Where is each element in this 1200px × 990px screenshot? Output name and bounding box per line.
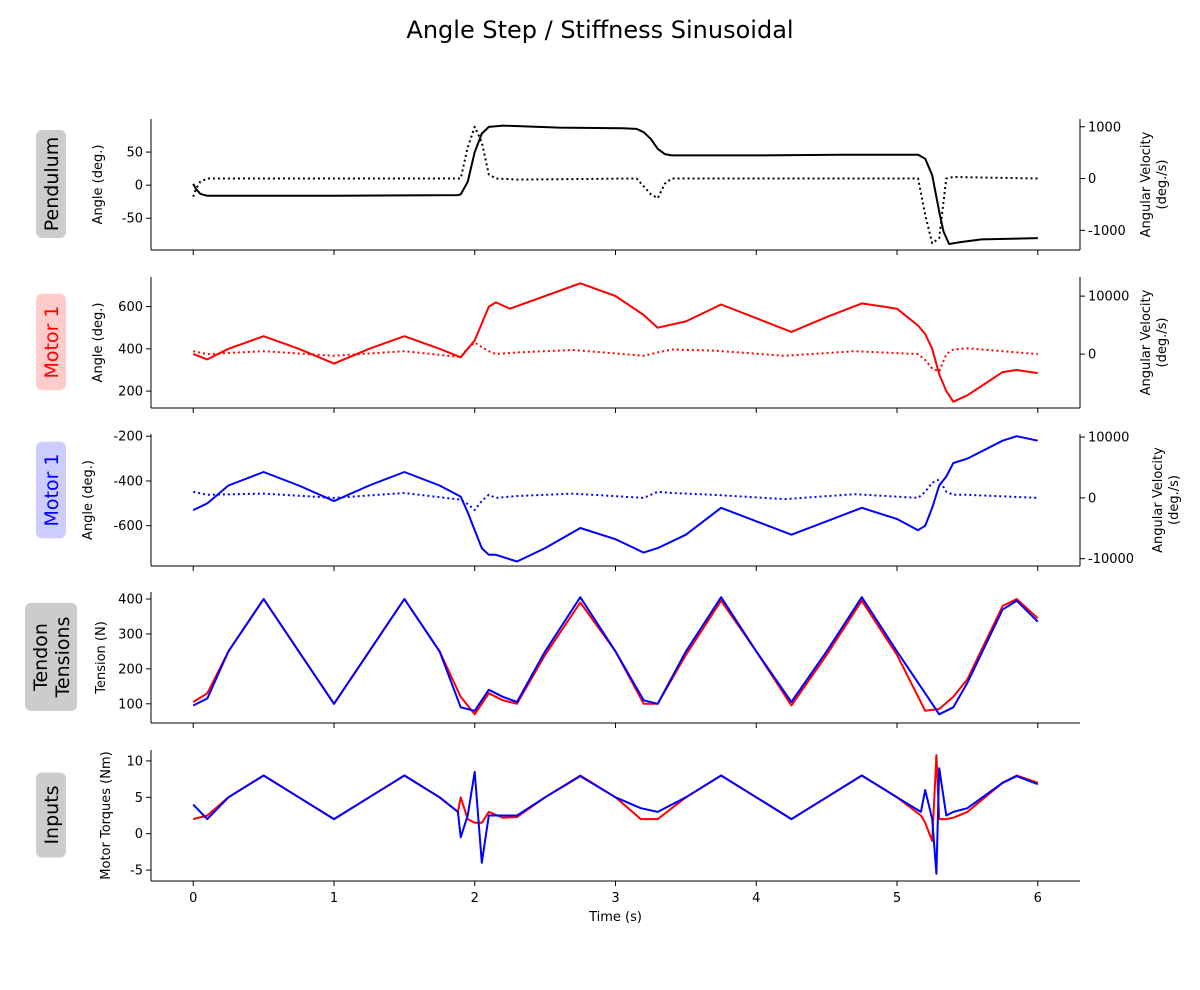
series-line-angle-1 bbox=[192, 124, 1038, 245]
x-axis-label: Time (s) bbox=[588, 910, 642, 925]
y-tick-label: -50 bbox=[122, 212, 143, 227]
y-axis-label: Tension (N) bbox=[94, 621, 109, 695]
y-right-axis-label-line: (deg./s) bbox=[1155, 160, 1170, 210]
row-label-line: Motor 1 bbox=[41, 305, 63, 378]
y-right-axis-label: Angular Velocity(deg./s) bbox=[1139, 289, 1170, 395]
y-tick-label: -600 bbox=[113, 519, 143, 534]
y-right-axis-label: Angular Velocity(deg./s) bbox=[1151, 447, 1182, 553]
y-tick-label: 50 bbox=[126, 146, 143, 161]
panel-3: -600 -400 -200 -10000 0 10000 Angle (deg.) Angu… bbox=[36, 430, 1182, 571]
x-tick-label: 5 bbox=[893, 891, 901, 906]
y-tick-label: 300 bbox=[118, 627, 143, 642]
y-right-axis-label-line: Angular Velocity bbox=[1139, 131, 1154, 237]
panel-4: 100 200 300 400 Tension (N) TendonTensions bbox=[25, 592, 1080, 728]
row-label-box bbox=[36, 772, 66, 858]
y-tick-label: 100 bbox=[118, 697, 143, 712]
y-tick-label: 600 bbox=[118, 300, 143, 315]
x-tick-label: 3 bbox=[611, 891, 619, 906]
y-axis-label: Angle (deg.) bbox=[91, 303, 106, 383]
y-right-tick-label: -1000 bbox=[1088, 224, 1126, 239]
x-tick-label: 1 bbox=[330, 891, 338, 906]
x-tick-label: 0 bbox=[189, 891, 197, 906]
y-right-axis-label-line: Angular Velocity bbox=[1139, 289, 1154, 395]
y-tick-label: 5 bbox=[135, 791, 143, 806]
row-label-line: Motor 1 bbox=[41, 453, 63, 526]
row-label-box bbox=[36, 130, 66, 238]
row-label: Pendulum bbox=[41, 137, 63, 231]
series-line-angle-2 bbox=[192, 767, 1039, 875]
y-right-tick-label: -10000 bbox=[1088, 552, 1134, 567]
y-right-tick-label: 10000 bbox=[1088, 290, 1129, 305]
panel-2: 200 400 600 0 10000 Angle (deg.) Angular Veloc… bbox=[36, 277, 1170, 413]
y-right-tick-label: 0 bbox=[1088, 348, 1096, 363]
series-line-velocity-2 bbox=[192, 125, 1038, 245]
row-label-line: Tensions bbox=[52, 617, 74, 699]
row-label-box bbox=[25, 603, 77, 711]
y-right-tick-label: 0 bbox=[1088, 491, 1096, 506]
panel-5: 0 1 2 3 4 5 6 -5 0 5 10 Motor Torques (Nm) Time (s) I… bbox=[36, 750, 1080, 925]
y-tick-label: 0 bbox=[135, 827, 143, 842]
row-label-box bbox=[36, 441, 66, 539]
y-tick-label: 400 bbox=[118, 342, 143, 357]
y-axis-label: Angle (deg.) bbox=[91, 145, 106, 225]
series-line-velocity-2 bbox=[192, 478, 1038, 511]
row-label: Motor 1 bbox=[41, 305, 63, 378]
x-tick-label: 4 bbox=[752, 891, 760, 906]
row-label: Inputs bbox=[41, 785, 63, 844]
y-tick-label: -200 bbox=[113, 430, 143, 445]
y-right-tick-label: 0 bbox=[1088, 172, 1096, 187]
series-line-angle-2 bbox=[192, 596, 1039, 716]
row-label-line: Pendulum bbox=[41, 137, 63, 231]
row-label: TendonTensions bbox=[30, 617, 74, 699]
y-right-axis-label-line: Angular Velocity bbox=[1151, 447, 1166, 553]
x-tick-label: 2 bbox=[471, 891, 479, 906]
series-line-velocity-2 bbox=[192, 341, 1038, 373]
y-tick-label: 10 bbox=[126, 754, 143, 769]
y-right-axis-label: Angular Velocity(deg./s) bbox=[1139, 131, 1170, 237]
y-tick-label: -400 bbox=[113, 474, 143, 489]
y-tick-label: 200 bbox=[118, 385, 143, 400]
y-axis-label: Motor Torques (Nm) bbox=[99, 751, 114, 879]
y-right-axis-label-line: (deg./s) bbox=[1167, 475, 1182, 525]
x-tick-label: 6 bbox=[1034, 891, 1042, 906]
row-label-line: Tendon bbox=[30, 623, 52, 692]
y-tick-label: 400 bbox=[118, 592, 143, 607]
y-right-tick-label: 1000 bbox=[1088, 120, 1121, 135]
y-tick-label: 0 bbox=[135, 179, 143, 194]
row-label: Motor 1 bbox=[41, 453, 63, 526]
series-line-angle-1 bbox=[192, 435, 1039, 563]
panel-1: -50 0 50 -1000 0 1000 Angle (deg.) Angular Velo… bbox=[36, 119, 1170, 255]
y-axis-label: Angle (deg.) bbox=[81, 460, 96, 540]
y-tick-label: 200 bbox=[118, 662, 143, 677]
series-line-angle-1 bbox=[192, 282, 1038, 403]
row-label-line: Inputs bbox=[41, 785, 63, 844]
figure-title: Angle Step / Stiffness Sinusoidal bbox=[406, 16, 793, 44]
y-right-axis-label-line: (deg./s) bbox=[1155, 318, 1170, 368]
y-right-tick-label: 10000 bbox=[1088, 431, 1129, 446]
y-tick-label: -5 bbox=[130, 864, 143, 879]
row-label-box bbox=[36, 293, 66, 391]
